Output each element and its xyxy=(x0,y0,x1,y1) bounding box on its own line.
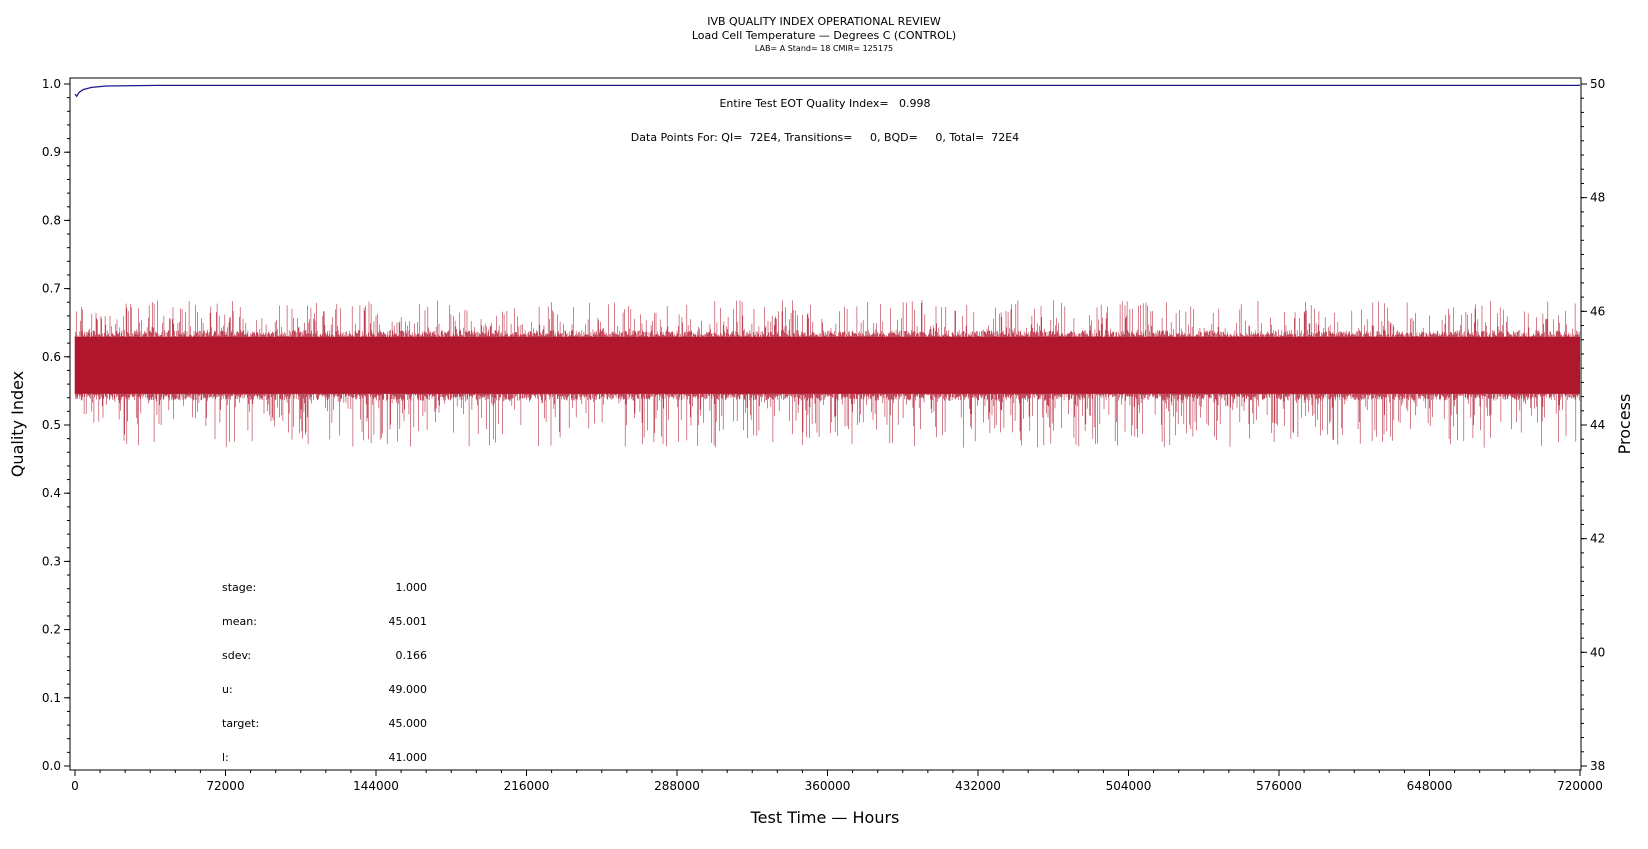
stat-label: sdev: xyxy=(222,649,251,662)
process-spikes xyxy=(74,300,1580,448)
stat-label: target: xyxy=(222,717,259,730)
y2-tick-label: 40 xyxy=(1590,645,1605,659)
y-tick-label: 0.5 xyxy=(42,418,61,432)
y2-tick-label: 42 xyxy=(1590,532,1605,546)
process-trace-series xyxy=(74,300,1580,448)
x-tick-label: 576000 xyxy=(1256,779,1302,793)
stats-table: stage: 1.000 mean: 45.001 sdev: 0.166 u: 49.000… xyxy=(222,581,427,764)
x-tick-label: 72000 xyxy=(206,779,244,793)
chart-title: IVB QUALITY INDEX OPERATIONAL REVIEW xyxy=(707,15,941,28)
x-tick-label: 648000 xyxy=(1407,779,1453,793)
y2-tick-label: 38 xyxy=(1590,759,1605,773)
x-tick-label: 216000 xyxy=(504,779,550,793)
stat-label: l: xyxy=(222,751,229,764)
x-tick-label: 0 xyxy=(71,779,79,793)
y-tick-label: 0.2 xyxy=(42,623,61,637)
y2-tick-label: 50 xyxy=(1590,77,1605,91)
y2-tick-label: 46 xyxy=(1590,304,1605,318)
x-tick-label: 288000 xyxy=(654,779,700,793)
x-tick-label: 432000 xyxy=(955,779,1001,793)
quality-index-annotation: Entire Test EOT Quality Index= 0.998 xyxy=(719,97,930,110)
chart-subtitle-2: LAB= A Stand= 18 CMIR= 125175 xyxy=(755,44,893,53)
x-axis-label: Test Time — Hours xyxy=(750,808,900,827)
stat-value: 45.001 xyxy=(389,615,428,628)
quality-index-line xyxy=(74,84,1580,98)
chart-subtitle: Load Cell Temperature — Degrees C (CONTR… xyxy=(692,29,956,42)
x-axis: 0 72000 144000 216000 288000 360000 432000 5040… xyxy=(71,770,1603,793)
x-tick-label: 504000 xyxy=(1106,779,1152,793)
y-tick-label: 0.4 xyxy=(42,486,61,500)
stat-label: mean: xyxy=(222,615,257,628)
y-tick-label: 0.7 xyxy=(42,282,61,296)
plot-frame xyxy=(69,77,1582,771)
stat-value: 45.000 xyxy=(389,717,428,730)
y2-axis-label: Process xyxy=(1615,394,1634,455)
y-tick-label: 0.0 xyxy=(42,759,61,773)
x-tick-label: 720000 xyxy=(1557,779,1603,793)
stat-value: 41.000 xyxy=(389,751,428,764)
stat-value: 0.166 xyxy=(396,649,428,662)
stat-value: 49.000 xyxy=(389,683,428,696)
x-tick-label: 360000 xyxy=(805,779,851,793)
data-points-annotation: Data Points For: QI= 72E4, Transitions= … xyxy=(631,131,1019,144)
y-axis-right: 38 40 42 44 46 48 50 xyxy=(1581,77,1605,773)
y-tick-label: 0.1 xyxy=(42,691,61,705)
y-tick-label: 0.8 xyxy=(42,213,61,227)
y-tick-label: 0.6 xyxy=(42,350,61,364)
stat-label: u: xyxy=(222,683,233,696)
x-tick-label: 144000 xyxy=(353,779,399,793)
y-axis-label: Quality Index xyxy=(8,371,27,477)
y-axis-left: 0.0 0.1 0.2 0.3 0.4 0.5 0.6 0.7 0.8 0.9 1.0 xyxy=(42,77,70,773)
stat-label: stage: xyxy=(222,581,256,594)
y-tick-label: 0.9 xyxy=(42,145,61,159)
y2-tick-label: 44 xyxy=(1590,418,1605,432)
y2-tick-label: 48 xyxy=(1590,191,1605,205)
stat-value: 1.000 xyxy=(396,581,428,594)
y-tick-label: 0.3 xyxy=(42,554,61,568)
y-tick-label: 1.0 xyxy=(42,77,61,91)
